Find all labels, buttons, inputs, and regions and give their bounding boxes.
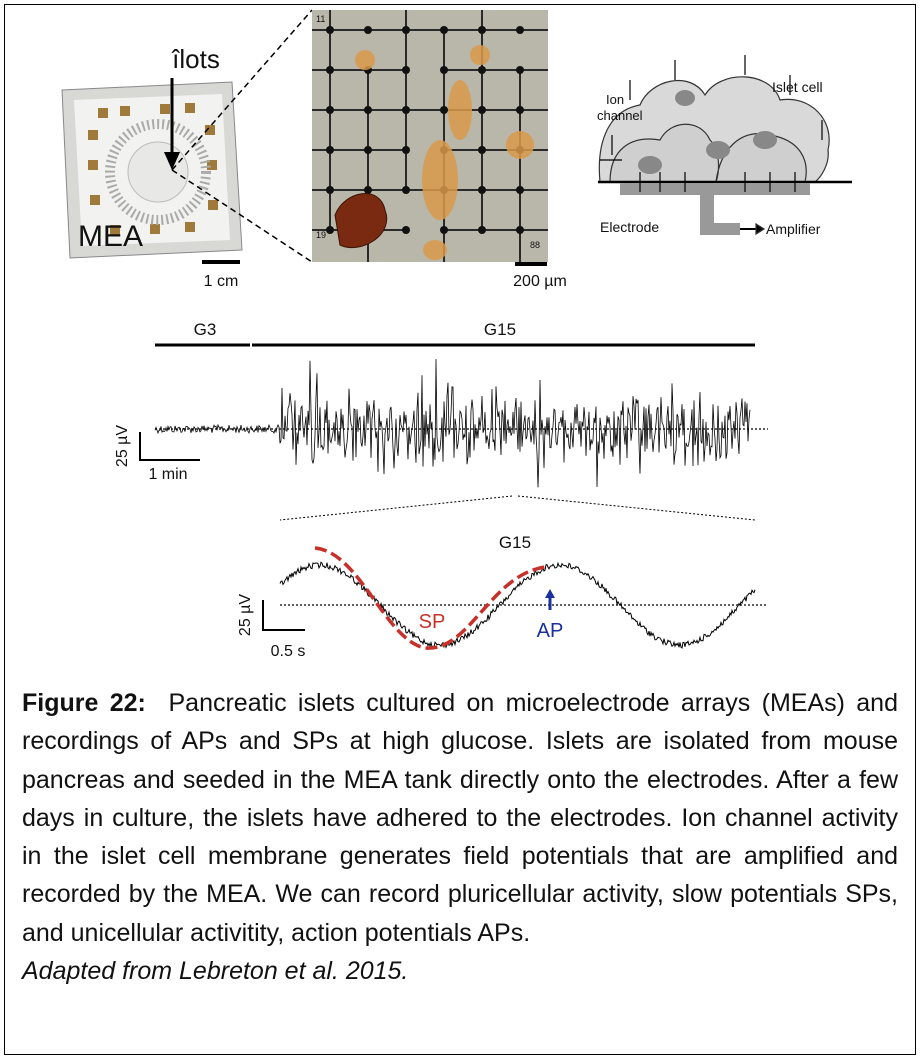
schematic xyxy=(598,55,852,236)
micrograph-detail xyxy=(478,226,486,234)
micrograph-detail xyxy=(364,26,372,34)
micrograph-detail xyxy=(478,146,486,154)
label: Islet cell xyxy=(772,79,823,95)
figure: îlots MEA 1 cm 11 19 88 200 µm Ion chann… xyxy=(61,9,852,660)
mea-chip xyxy=(61,81,243,259)
label: 1 cm xyxy=(204,273,239,290)
label: SP xyxy=(419,611,446,633)
zoom-line xyxy=(279,495,513,521)
label: G15 xyxy=(484,320,516,339)
micrograph-detail xyxy=(402,226,410,234)
sp-outline xyxy=(314,546,546,650)
caption-label: Figure 22: xyxy=(22,689,146,717)
scale-bar xyxy=(139,432,200,461)
micrograph-detail xyxy=(326,106,334,114)
zoom-line xyxy=(517,495,756,521)
micrograph-detail xyxy=(440,66,448,74)
micrograph-detail xyxy=(478,66,486,74)
micrograph-detail xyxy=(326,226,334,234)
label: G3 xyxy=(194,320,217,339)
micrograph-detail xyxy=(402,26,410,34)
micrograph-detail xyxy=(423,240,447,260)
micrograph-detail xyxy=(478,26,486,34)
micrograph-detail xyxy=(364,106,372,114)
arrow-head xyxy=(164,152,180,170)
micrograph-detail xyxy=(355,50,375,70)
caption: Figure 22: Pancreatic islets cultured on… xyxy=(22,684,898,990)
micrograph-detail xyxy=(326,26,334,34)
figure-frame xyxy=(4,4,916,1055)
micrograph-detail xyxy=(478,186,486,194)
label: 200 µm xyxy=(513,273,567,290)
caption-text: Pancreatic islets cultured on microelect… xyxy=(22,689,898,947)
micrograph-detail xyxy=(402,186,410,194)
micrograph-detail xyxy=(516,26,524,34)
micrograph-detail xyxy=(440,106,448,114)
micrograph-detail xyxy=(448,80,472,140)
arrow-head xyxy=(545,589,555,598)
micrograph-detail xyxy=(440,226,448,234)
scale-bar xyxy=(262,600,305,631)
micrograph-detail xyxy=(364,186,372,194)
micrograph-detail xyxy=(516,66,524,74)
zoom-line xyxy=(171,169,313,263)
micrograph-detail xyxy=(440,26,448,34)
micrograph-detail xyxy=(334,193,388,249)
micrograph-detail xyxy=(326,66,334,74)
zoom-line xyxy=(171,9,313,171)
electrode-number: 19 xyxy=(316,230,326,240)
label: 0.5 s xyxy=(271,643,306,660)
micrograph xyxy=(312,10,548,262)
micrograph-detail xyxy=(402,106,410,114)
label: îlots xyxy=(171,44,220,74)
trace xyxy=(279,561,756,649)
label: MEA xyxy=(78,220,143,253)
label: Ion xyxy=(606,92,624,107)
electrode-number: 88 xyxy=(530,240,540,250)
label: channel xyxy=(597,108,643,123)
caption-source: Adapted from Lebreton et al. 2015. xyxy=(22,957,409,986)
micrograph-detail xyxy=(470,45,490,65)
label: AP xyxy=(537,620,564,642)
micrograph-detail xyxy=(516,186,524,194)
micrograph-detail xyxy=(326,186,334,194)
label: 25 µV xyxy=(237,594,254,636)
micrograph-detail xyxy=(478,106,486,114)
micrograph-detail xyxy=(402,146,410,154)
micrograph-detail xyxy=(326,146,334,154)
electrode-number: 11 xyxy=(316,14,325,24)
micrograph-detail xyxy=(506,131,534,159)
label: 25 µV xyxy=(114,425,131,467)
micrograph-detail xyxy=(422,140,458,220)
label: 1 min xyxy=(148,466,187,483)
label: Electrode xyxy=(600,219,659,235)
label: G15 xyxy=(499,533,531,552)
trace xyxy=(154,359,751,488)
micrograph-detail xyxy=(516,106,524,114)
label: Amplifier xyxy=(766,221,821,237)
micrograph-detail xyxy=(516,226,524,234)
micrograph-detail xyxy=(364,146,372,154)
micrograph-detail xyxy=(402,66,410,74)
